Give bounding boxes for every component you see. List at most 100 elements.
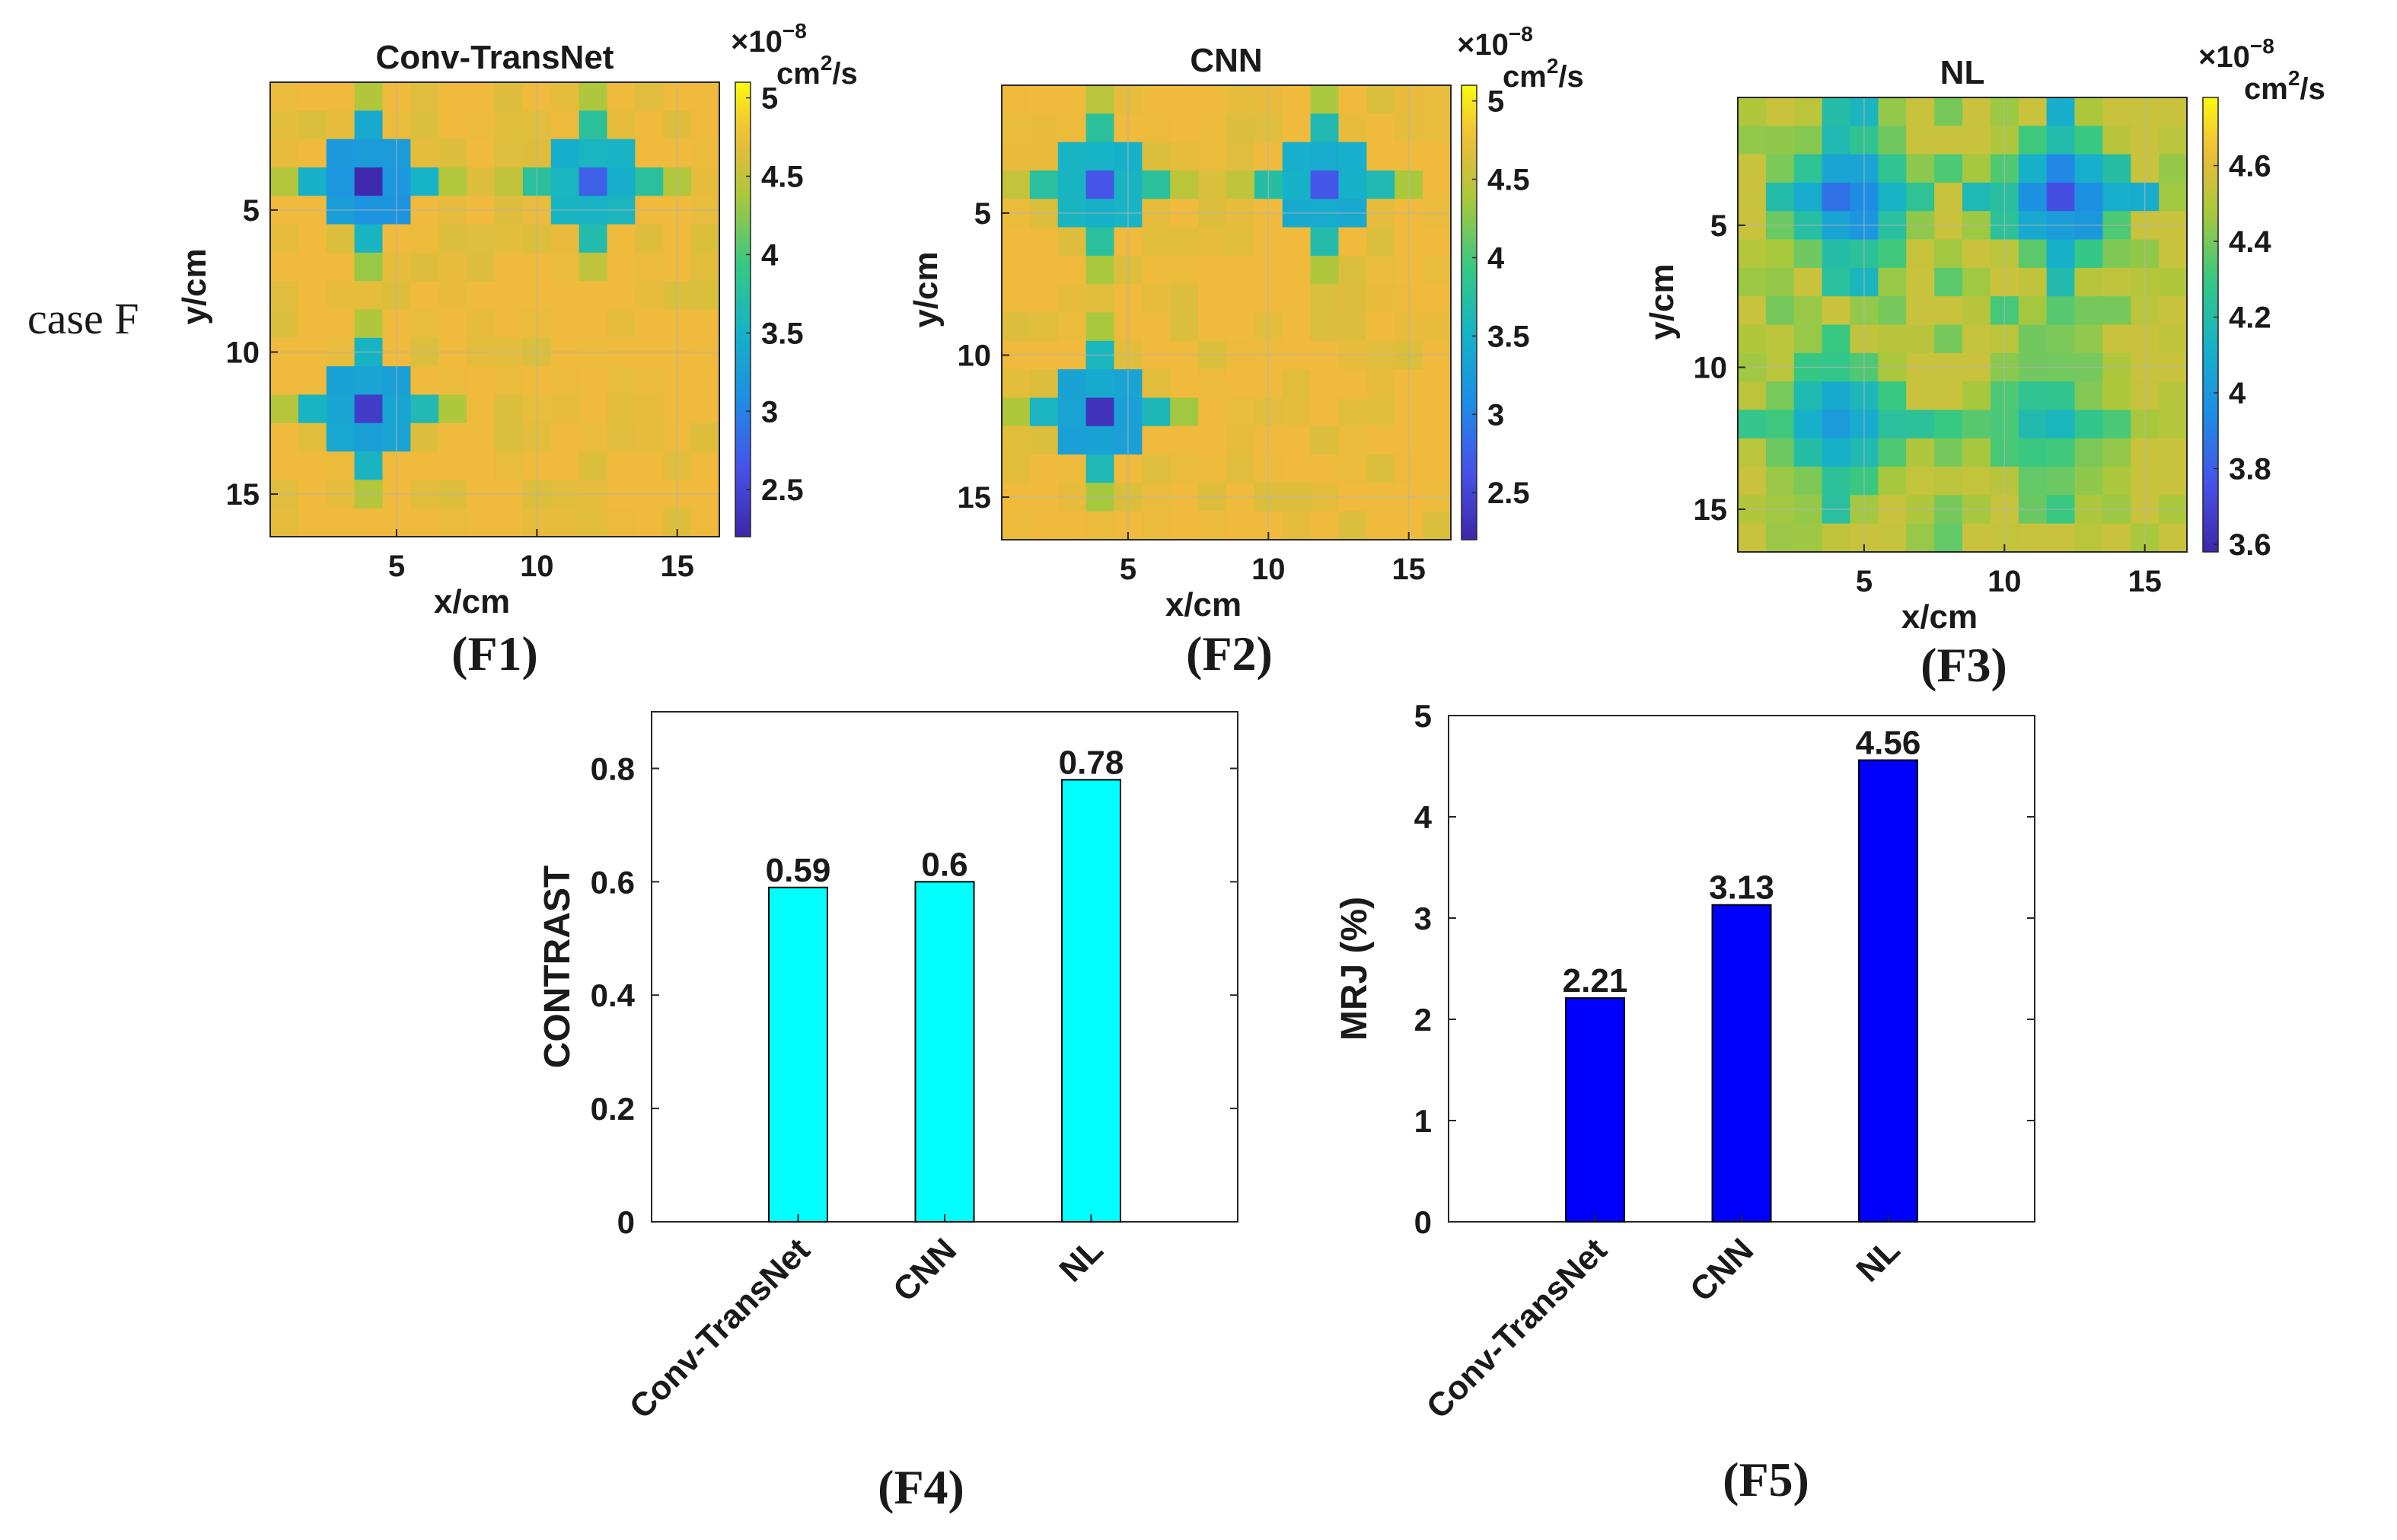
heatmap-cell (1793, 523, 1823, 553)
heatmap-cell (1793, 381, 1823, 411)
heatmap-cell (495, 394, 524, 424)
x-tick-label: 15 (660, 550, 694, 583)
heatmap-cell (1793, 438, 1823, 467)
y-tick-label: 2 (1414, 1002, 1432, 1038)
heatmap-cell (1282, 284, 1312, 314)
heatmap-cell (1906, 182, 1935, 212)
colorbar-tick-label: 4.5 (761, 161, 804, 194)
heatmap-cell (1310, 85, 1340, 114)
heatmap-cell (1338, 284, 1367, 314)
bar (1061, 779, 1121, 1223)
heatmap-cell (1366, 142, 1395, 171)
heatmap-cell (2018, 154, 2048, 183)
x-tick-label: 15 (1391, 553, 1426, 586)
heatmap-cell (1282, 142, 1312, 171)
heatmap-cell (691, 366, 720, 396)
heatmap-cell (2046, 267, 2076, 297)
heatmap-cell (467, 281, 496, 311)
heatmap-cell (438, 167, 467, 196)
heatmap-cell (1198, 255, 1227, 285)
heatmap-cell (1170, 170, 1199, 199)
heatmap-cell (1029, 142, 1059, 171)
heatmap-cell (298, 82, 327, 111)
bar (1858, 759, 1918, 1223)
heatmap-cell (1142, 255, 1171, 285)
colorbar-tick-label: 3.5 (1487, 320, 1530, 353)
heatmap-cell (326, 139, 355, 168)
y-tick-label: 10 (1694, 351, 1728, 384)
heatmap-cell (635, 394, 664, 424)
colorbar-multiplier: ×10−8 (1457, 22, 1533, 62)
heatmap-cell (1906, 267, 1935, 297)
heatmap-cell (1198, 397, 1227, 427)
heatmap-cell (354, 309, 384, 339)
heatmap-cell (2102, 381, 2131, 411)
heatmap-cell (2159, 467, 2188, 496)
heatmap-cell (1002, 397, 1031, 427)
heatmap-cell (607, 224, 636, 253)
panel-label: (F5) (1723, 1452, 1809, 1507)
heatmap-cell (326, 309, 355, 339)
heatmap-cell (1738, 182, 1767, 212)
heatmap-cell (1057, 284, 1087, 314)
heatmap-cell (691, 508, 720, 537)
heatmap-cell (691, 167, 720, 196)
heatmap-cell (1822, 381, 1851, 411)
colorbar-tick-label: 3.6 (2229, 528, 2271, 562)
heatmap-cell (1310, 312, 1340, 342)
heatmap-cell (1198, 312, 1227, 342)
heatmap-cell (1226, 227, 1255, 257)
x-tick-label: 5 (1120, 553, 1136, 586)
heatmap-cell (2159, 381, 2188, 411)
heatmap-cell (2102, 97, 2131, 126)
bar (1565, 997, 1625, 1223)
heatmap-cell (438, 110, 467, 140)
colorbar-tick-label: 2.5 (1487, 477, 1530, 510)
heatmap-cell (1338, 227, 1367, 257)
bar (768, 886, 828, 1223)
heatmap-cell (607, 82, 636, 111)
heatmap-cell (2102, 296, 2131, 326)
heatmap-panel-f1: 5 10 15 5 10 15 Conv-TransNet x/cm y/cm 5 4.5 4 3.5 3… (176, 19, 858, 681)
heatmap-cell (550, 422, 580, 452)
heatmap-cell (1878, 410, 1907, 439)
colorbar-tick-label: 5 (761, 82, 778, 116)
heatmap-cell (1085, 227, 1115, 257)
heatmap-cell (410, 82, 439, 111)
heatmap-cell (1282, 227, 1312, 257)
heatmap-cell (1934, 239, 1963, 269)
heatmap-cell (1198, 142, 1227, 171)
heatmap-cell (1310, 284, 1340, 314)
heatmap-cell (1793, 410, 1823, 439)
heatmap-cell (1310, 511, 1340, 540)
heatmap-cell (1029, 369, 1059, 399)
heatmap-cell (635, 82, 664, 111)
heatmap-cell (1338, 511, 1367, 540)
heatmap-cell (1423, 397, 1452, 427)
heatmap-cell (550, 281, 580, 311)
heatmap-cell (354, 394, 384, 424)
heatmap-cell (1057, 255, 1087, 285)
heatmap-cell (1765, 182, 1795, 212)
y-tick-label: 0 (617, 1204, 635, 1240)
heatmap-cell (467, 422, 496, 452)
heatmap-cell (410, 281, 439, 311)
x-tick-label: Conv-TransNet (1420, 1231, 1614, 1426)
heatmap-cell (354, 167, 384, 196)
heatmap-cell (467, 82, 496, 111)
heatmap-cell (1423, 255, 1452, 285)
heatmap-cell (438, 366, 467, 396)
heatmap-cell (550, 451, 580, 480)
heatmap-panel-f3: 5 10 15 5 10 15 NL x/cm y/cm 4.6 4.4 4.2 4 3.8 3.6 ×10−… (1643, 34, 2325, 692)
heatmap-cell (354, 366, 384, 396)
plot-frame (1001, 84, 1452, 540)
heatmap-cell (1057, 426, 1087, 455)
heatmap-cell (2074, 410, 2103, 439)
heatmap-cell (1170, 255, 1199, 285)
heatmap-cell (1170, 113, 1199, 143)
heatmap-cell (1310, 113, 1340, 143)
heatmap-cell (354, 281, 384, 311)
heatmap-cell (1226, 113, 1255, 143)
heatmap-cell (410, 394, 439, 424)
y-tick-label: 1 (1414, 1103, 1432, 1139)
